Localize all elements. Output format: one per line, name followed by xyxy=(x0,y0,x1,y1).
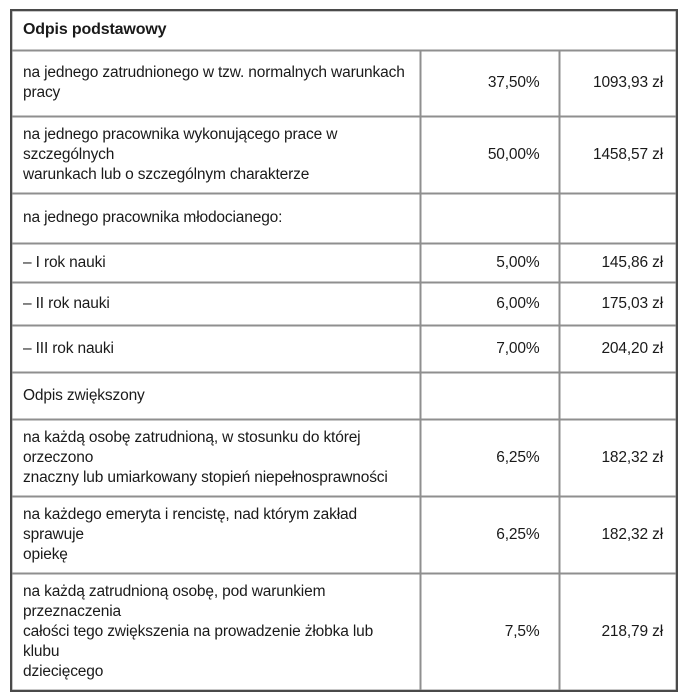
row-percent: 7,00% xyxy=(419,324,560,373)
table-header-row: Odpis podstawowy xyxy=(10,9,678,51)
row-percent xyxy=(419,192,560,244)
table-row: na każdego emeryta i rencistę, nad który… xyxy=(10,495,678,574)
row-label: – II rok nauki xyxy=(10,281,421,326)
row-amount xyxy=(558,371,678,420)
contribution-table-container: Odpis podstawowy na jednego zatrudnioneg… xyxy=(10,9,678,692)
table-row: na każdą osobę zatrudnioną, w stosunku d… xyxy=(10,418,678,497)
row-percent: 37,50% xyxy=(419,49,560,117)
row-percent: 7,5% xyxy=(419,572,560,691)
contribution-table: Odpis podstawowy na jednego zatrudnioneg… xyxy=(10,9,678,692)
row-percent xyxy=(419,371,560,420)
row-label: na jednego pracownika młodocianego: xyxy=(10,192,421,244)
table-header-title: Odpis podstawowy xyxy=(10,9,678,51)
row-amount: 218,79 zł xyxy=(558,572,678,691)
row-label: na każdą osobę zatrudnioną, w stosunku d… xyxy=(10,418,421,497)
row-amount: 1458,57 zł xyxy=(558,115,678,194)
row-percent: 6,25% xyxy=(419,418,560,497)
row-amount: 1093,93 zł xyxy=(558,49,678,117)
table-row: – III rok nauki 7,00% 204,20 zł xyxy=(10,324,678,373)
row-percent: 6,00% xyxy=(419,281,560,326)
table-row: na jednego pracownika wykonującego prace… xyxy=(10,115,678,194)
row-amount: 204,20 zł xyxy=(558,324,678,373)
row-amount: 182,32 zł xyxy=(558,418,678,497)
row-amount: 175,03 zł xyxy=(558,281,678,326)
row-label: na jednego pracownika wykonującego prace… xyxy=(10,115,421,194)
table-row: – II rok nauki 6,00% 175,03 zł xyxy=(10,281,678,326)
row-label: – III rok nauki xyxy=(10,324,421,373)
table-row: na każdą zatrudnioną osobę, pod warunkie… xyxy=(10,572,678,691)
row-label: – I rok nauki xyxy=(10,242,421,283)
table-row: – I rok nauki 5,00% 145,86 zł xyxy=(10,242,678,283)
row-label: na każdą zatrudnioną osobę, pod warunkie… xyxy=(10,572,421,691)
row-amount: 182,32 zł xyxy=(558,495,678,574)
row-label: na jednego zatrudnionego w tzw. normalny… xyxy=(10,49,421,117)
row-amount: 145,86 zł xyxy=(558,242,678,283)
table-section-row: Odpis zwiększony xyxy=(10,371,678,420)
row-percent: 6,25% xyxy=(419,495,560,574)
row-label: na każdego emeryta i rencistę, nad który… xyxy=(10,495,421,574)
row-amount xyxy=(558,192,678,244)
row-label: Odpis zwiększony xyxy=(10,371,421,420)
row-percent: 5,00% xyxy=(419,242,560,283)
table-row: na jednego zatrudnionego w tzw. normalny… xyxy=(10,49,678,117)
row-percent: 50,00% xyxy=(419,115,560,194)
table-row: na jednego pracownika młodocianego: xyxy=(10,192,678,244)
